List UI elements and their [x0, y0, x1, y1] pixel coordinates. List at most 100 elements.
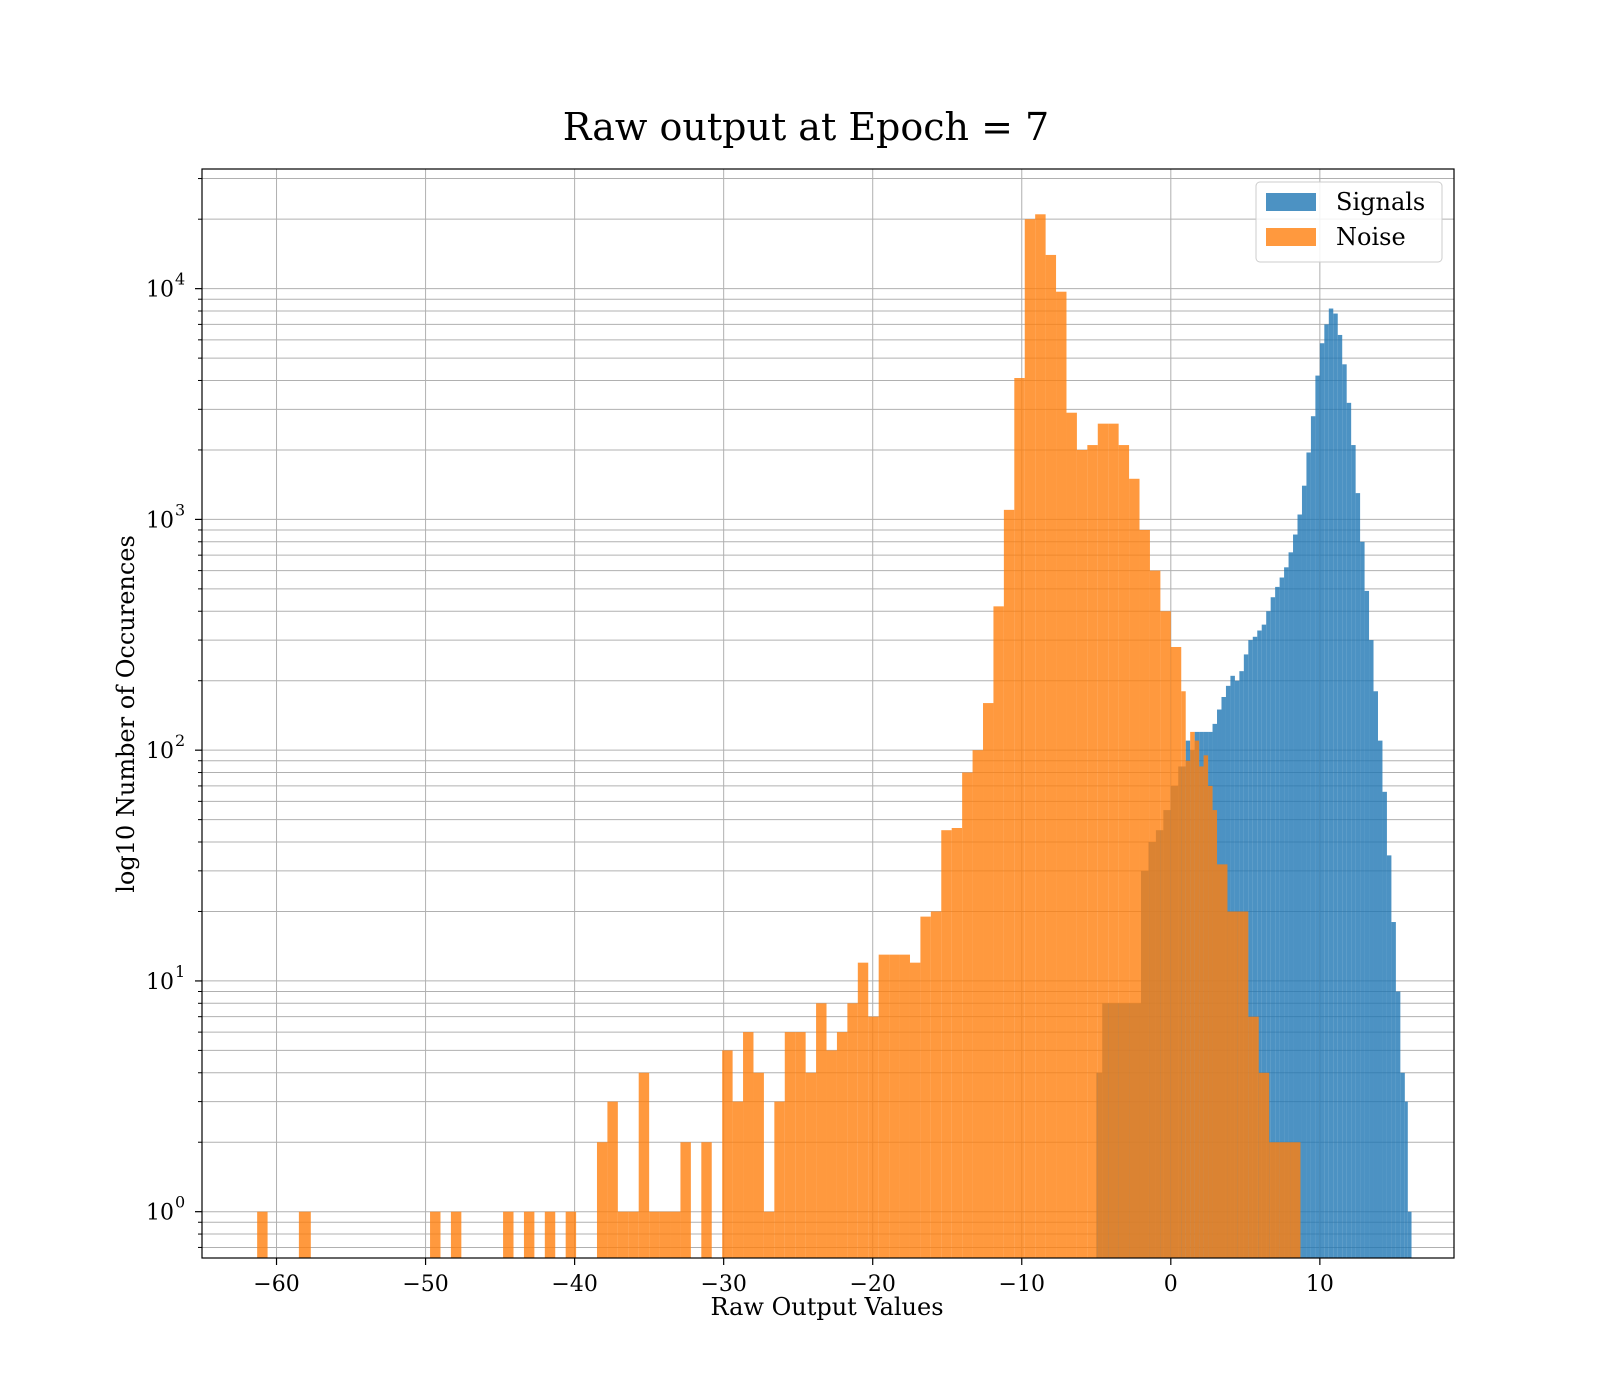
histogram-bar	[1391, 922, 1396, 1258]
histogram-bar	[1212, 810, 1218, 1258]
histogram-bar	[1377, 740, 1383, 1258]
histogram-bar	[1364, 590, 1370, 1258]
histogram-bar	[450, 1211, 462, 1258]
histogram-bar	[1203, 755, 1209, 1258]
histogram-bars	[257, 214, 1412, 1259]
histogram-bar	[1227, 911, 1238, 1258]
histogram-bar	[784, 1032, 796, 1258]
histogram-bar	[1279, 577, 1285, 1258]
histogram-bar	[1139, 529, 1150, 1258]
y-tick-exponent: 4	[175, 270, 185, 289]
histogram-bar	[628, 1211, 639, 1258]
histogram-bar	[1160, 611, 1171, 1258]
y-axis-label: log10 Number of Occurences	[112, 535, 140, 893]
histogram-bar	[596, 1142, 608, 1258]
histogram-bar	[298, 1211, 311, 1258]
histogram-bar	[1003, 509, 1015, 1259]
histogram-bar	[972, 750, 984, 1258]
histogram-bar	[1279, 1142, 1291, 1258]
legend-swatch	[1266, 228, 1316, 246]
histogram-bar	[1346, 402, 1352, 1259]
histogram-bar	[1056, 291, 1067, 1259]
legend-label: Signals	[1336, 188, 1425, 216]
histogram-bar	[701, 1142, 712, 1258]
histogram-bar	[670, 1211, 681, 1258]
legend-swatch	[1266, 193, 1316, 211]
histogram-bar	[1194, 740, 1200, 1258]
histogram-bar	[732, 1101, 744, 1258]
x-tick-label: 0	[1164, 1272, 1178, 1297]
legend: Signals Noise	[1255, 181, 1443, 263]
y-tick-label: 10	[146, 970, 174, 995]
histogram-bar	[607, 1101, 618, 1258]
histogram-bar	[1288, 552, 1294, 1258]
histogram-bar	[983, 703, 994, 1258]
histogram-bar	[1310, 416, 1316, 1258]
histogram-bar	[1217, 864, 1228, 1258]
histogram-bar	[1066, 412, 1077, 1259]
histogram-bar	[1185, 760, 1191, 1258]
histogram-bar	[1208, 785, 1213, 1258]
chart-title: Raw output at Epoch = 7	[563, 105, 1049, 149]
histogram-bar	[1087, 445, 1098, 1258]
histogram-bar	[1258, 1072, 1270, 1258]
histogram-bar	[941, 830, 952, 1258]
histogram-bar	[753, 1072, 764, 1258]
histogram-bar	[836, 1032, 848, 1258]
histogram-bar	[1108, 423, 1119, 1258]
histogram-bar	[805, 1072, 817, 1258]
histogram-bar	[1382, 791, 1387, 1258]
histogram-bar	[1328, 308, 1334, 1259]
histogram-bar	[1118, 445, 1130, 1258]
histogram-bar	[544, 1211, 556, 1258]
histogram-bar	[1315, 375, 1320, 1259]
x-tick-label: −30	[700, 1272, 746, 1297]
histogram-bar	[649, 1211, 660, 1258]
histogram-bar	[1369, 640, 1374, 1258]
histogram-bar	[1248, 1016, 1259, 1258]
histogram-bar	[909, 962, 921, 1258]
histogram-bar	[659, 1211, 671, 1258]
histogram-bar	[1355, 493, 1361, 1258]
histogram-bar	[1045, 254, 1057, 1258]
histogram-bar	[503, 1211, 514, 1258]
histogram-bar	[743, 1032, 754, 1258]
histogram-bar	[1190, 731, 1195, 1258]
histogram-bar	[847, 1003, 858, 1258]
histogram-bar	[1342, 364, 1347, 1259]
histogram-bar	[1097, 423, 1109, 1258]
y-tick-label: 10	[146, 508, 174, 533]
histogram-bar	[1076, 449, 1088, 1258]
x-tick-label: −40	[551, 1272, 597, 1297]
histogram-bar	[878, 954, 890, 1258]
histogram-bar	[722, 1050, 733, 1258]
histogram-bar	[430, 1211, 441, 1258]
histogram-bar	[523, 1211, 535, 1258]
histogram-bar	[1149, 570, 1161, 1258]
x-axis-label: Raw Output Values	[710, 1293, 943, 1321]
histogram-bar	[1266, 611, 1271, 1258]
y-tick-exponent: 2	[175, 731, 185, 750]
histogram-bar	[1275, 586, 1280, 1258]
histogram-bar	[1257, 630, 1262, 1258]
histogram-bar	[1269, 1142, 1280, 1258]
histogram-bar	[868, 1016, 879, 1258]
histogram-bar	[763, 1211, 775, 1258]
histogram-bar	[795, 1032, 806, 1258]
histogram-bar	[1337, 334, 1343, 1258]
y-tick-label: 10	[146, 1201, 174, 1226]
histogram-bar	[1181, 691, 1186, 1258]
histogram-bar	[774, 1101, 785, 1258]
histogram-bar	[1237, 911, 1249, 1258]
histogram-bar	[257, 1211, 268, 1258]
histogram-bar	[1373, 691, 1378, 1258]
histogram-bar	[1293, 534, 1298, 1258]
series-noise-bars	[257, 214, 1301, 1259]
histogram-bar	[1407, 1211, 1412, 1258]
histogram-bar	[889, 954, 900, 1258]
x-tick-label: −50	[402, 1272, 448, 1297]
histogram-bar	[1261, 624, 1267, 1258]
histogram-bar	[1395, 991, 1401, 1258]
histogram-bar	[1270, 597, 1276, 1258]
x-tick-label: −60	[253, 1272, 299, 1297]
